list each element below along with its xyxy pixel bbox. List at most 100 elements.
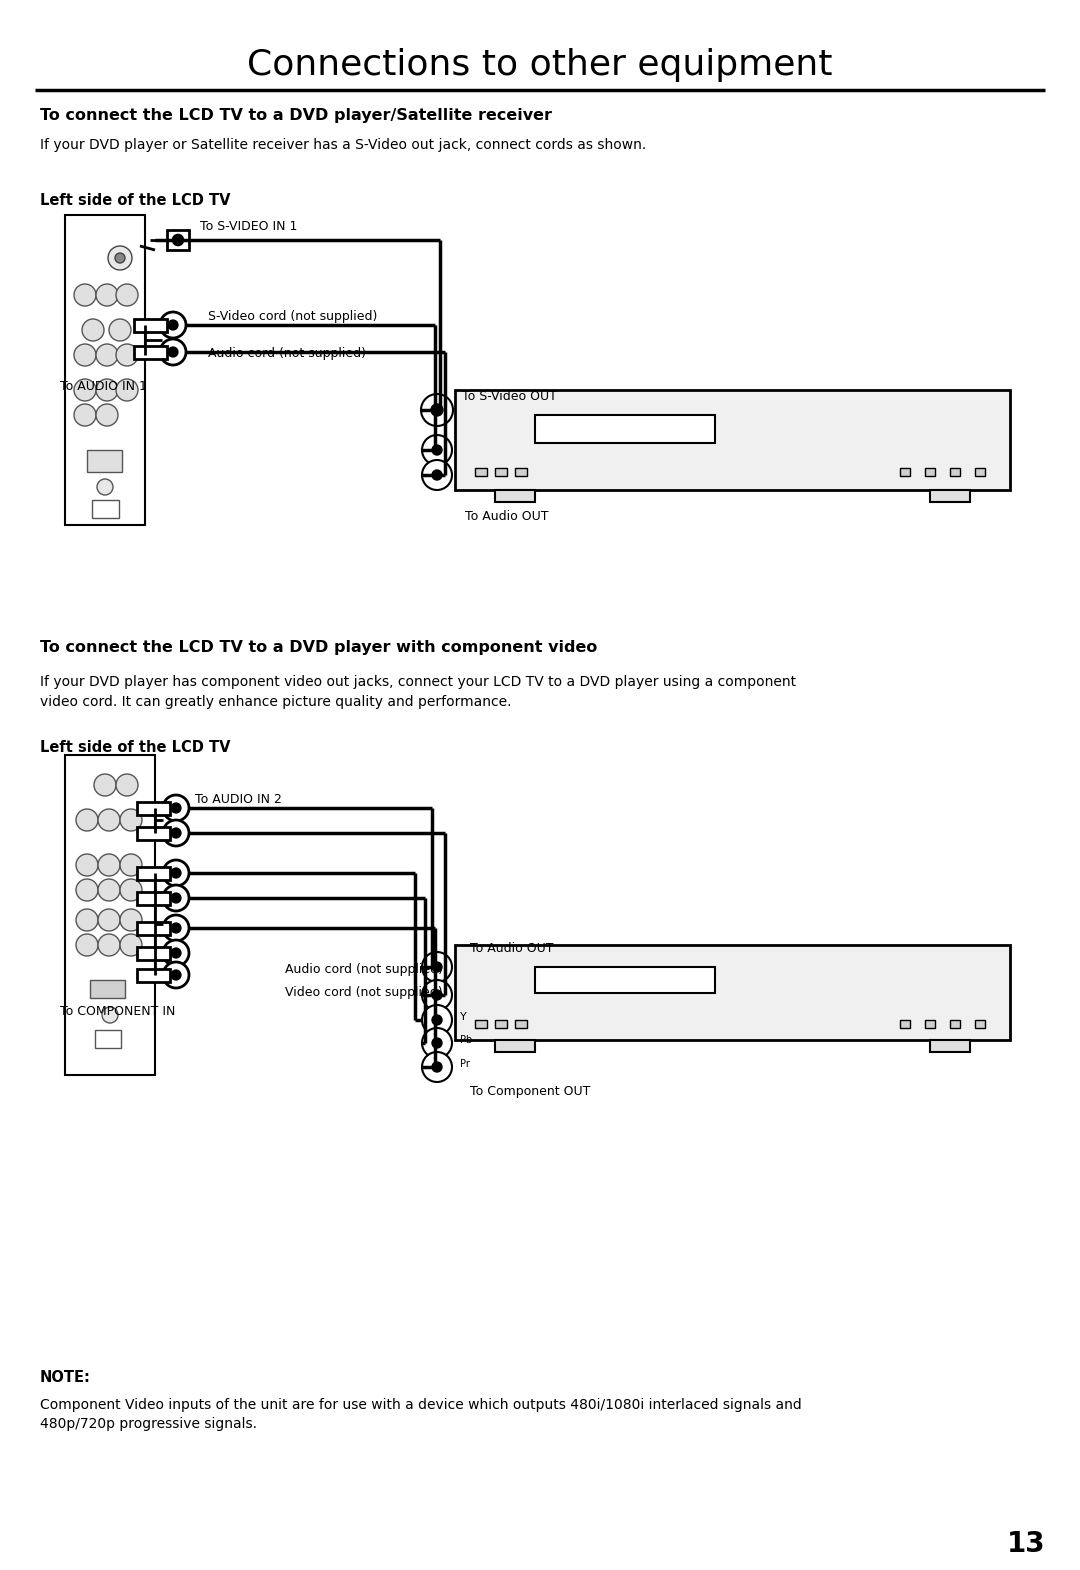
Circle shape — [96, 403, 118, 425]
Bar — [930, 1039, 970, 1052]
Bar — [930, 490, 970, 502]
Circle shape — [171, 804, 181, 813]
Circle shape — [171, 970, 181, 980]
Bar — [950, 1020, 960, 1028]
Circle shape — [422, 460, 453, 490]
Circle shape — [114, 253, 125, 264]
Bar — [166, 231, 189, 250]
Circle shape — [120, 809, 141, 831]
Circle shape — [171, 893, 181, 903]
Text: Audio cord (not supplied): Audio cord (not supplied) — [208, 347, 366, 360]
Circle shape — [120, 879, 141, 901]
Circle shape — [98, 934, 120, 956]
Circle shape — [116, 284, 138, 306]
Text: Component Video inputs of the unit are for use with a device which outputs 480i/: Component Video inputs of the unit are f… — [40, 1397, 801, 1411]
Text: To connect the LCD TV to a DVD player with component video: To connect the LCD TV to a DVD player wi… — [40, 641, 597, 655]
Circle shape — [109, 319, 131, 341]
Circle shape — [163, 962, 189, 988]
Bar — [475, 1020, 487, 1028]
Text: To Component OUT: To Component OUT — [470, 1085, 591, 1097]
Text: To Audio OUT: To Audio OUT — [470, 942, 554, 955]
Circle shape — [163, 860, 189, 885]
Circle shape — [171, 948, 181, 958]
Circle shape — [422, 1052, 453, 1082]
Bar — [900, 1020, 910, 1028]
Text: To COMPONENT IN: To COMPONENT IN — [60, 1005, 175, 1017]
Bar — [137, 826, 170, 840]
Bar — [495, 468, 507, 476]
Circle shape — [96, 344, 118, 366]
Circle shape — [422, 980, 453, 1010]
Circle shape — [432, 1014, 442, 1025]
Bar — [495, 1020, 507, 1028]
Text: 13: 13 — [1007, 1531, 1045, 1557]
Circle shape — [422, 1005, 453, 1035]
Bar — [535, 414, 715, 443]
Bar — [455, 389, 1010, 490]
Circle shape — [75, 378, 96, 400]
Text: Y: Y — [460, 1013, 467, 1022]
Circle shape — [98, 809, 120, 831]
Bar — [137, 802, 170, 815]
Bar — [515, 1020, 527, 1028]
Circle shape — [97, 479, 113, 495]
Text: To S-Video OUT: To S-Video OUT — [462, 389, 557, 403]
Circle shape — [171, 827, 181, 838]
Circle shape — [116, 344, 138, 366]
Text: Video cord (not supplied): Video cord (not supplied) — [285, 986, 443, 999]
Circle shape — [432, 1038, 442, 1049]
Circle shape — [96, 284, 118, 306]
Bar — [90, 980, 125, 999]
Bar — [134, 345, 166, 358]
Bar — [65, 755, 156, 1075]
Bar — [137, 947, 170, 959]
Circle shape — [96, 378, 118, 400]
Text: If your DVD player has component video out jacks, connect your LCD TV to a DVD p: If your DVD player has component video o… — [40, 675, 796, 689]
Bar — [455, 945, 1010, 1039]
Bar — [975, 1020, 985, 1028]
Text: If your DVD player or Satellite receiver has a S-Video out jack, connect cords a: If your DVD player or Satellite receiver… — [40, 138, 646, 152]
Circle shape — [431, 403, 443, 416]
Circle shape — [163, 820, 189, 846]
Circle shape — [108, 246, 132, 270]
Bar — [87, 451, 122, 473]
Circle shape — [120, 854, 141, 876]
Text: Connections to other equipment: Connections to other equipment — [247, 49, 833, 82]
Bar — [535, 967, 715, 992]
Circle shape — [116, 378, 138, 400]
Circle shape — [432, 444, 442, 455]
Bar — [134, 319, 166, 331]
Circle shape — [173, 234, 184, 245]
Text: To connect the LCD TV to a DVD player/Satellite receiver: To connect the LCD TV to a DVD player/Sa… — [40, 108, 552, 122]
Circle shape — [76, 879, 98, 901]
Circle shape — [75, 344, 96, 366]
Bar — [95, 1030, 121, 1049]
Text: Pr: Pr — [460, 1060, 470, 1069]
Circle shape — [75, 403, 96, 425]
Circle shape — [163, 940, 189, 966]
Circle shape — [82, 319, 104, 341]
Text: Left side of the LCD TV: Left side of the LCD TV — [40, 739, 230, 755]
Text: To Audio OUT: To Audio OUT — [465, 510, 549, 523]
Text: Pb: Pb — [460, 1035, 472, 1046]
Circle shape — [76, 854, 98, 876]
Circle shape — [102, 1006, 118, 1024]
Circle shape — [76, 909, 98, 931]
Circle shape — [432, 991, 442, 1000]
Circle shape — [432, 962, 442, 972]
Circle shape — [98, 854, 120, 876]
Bar — [924, 1020, 935, 1028]
Text: Left side of the LCD TV: Left side of the LCD TV — [40, 193, 230, 207]
Circle shape — [75, 284, 96, 306]
Circle shape — [163, 794, 189, 821]
Text: To AUDIO IN 1: To AUDIO IN 1 — [60, 380, 147, 392]
Circle shape — [98, 879, 120, 901]
Circle shape — [76, 809, 98, 831]
Circle shape — [160, 339, 186, 364]
Bar — [924, 468, 935, 476]
Circle shape — [160, 312, 186, 338]
Bar — [137, 969, 170, 981]
Bar — [475, 468, 487, 476]
Bar — [495, 1039, 535, 1052]
Circle shape — [163, 885, 189, 911]
